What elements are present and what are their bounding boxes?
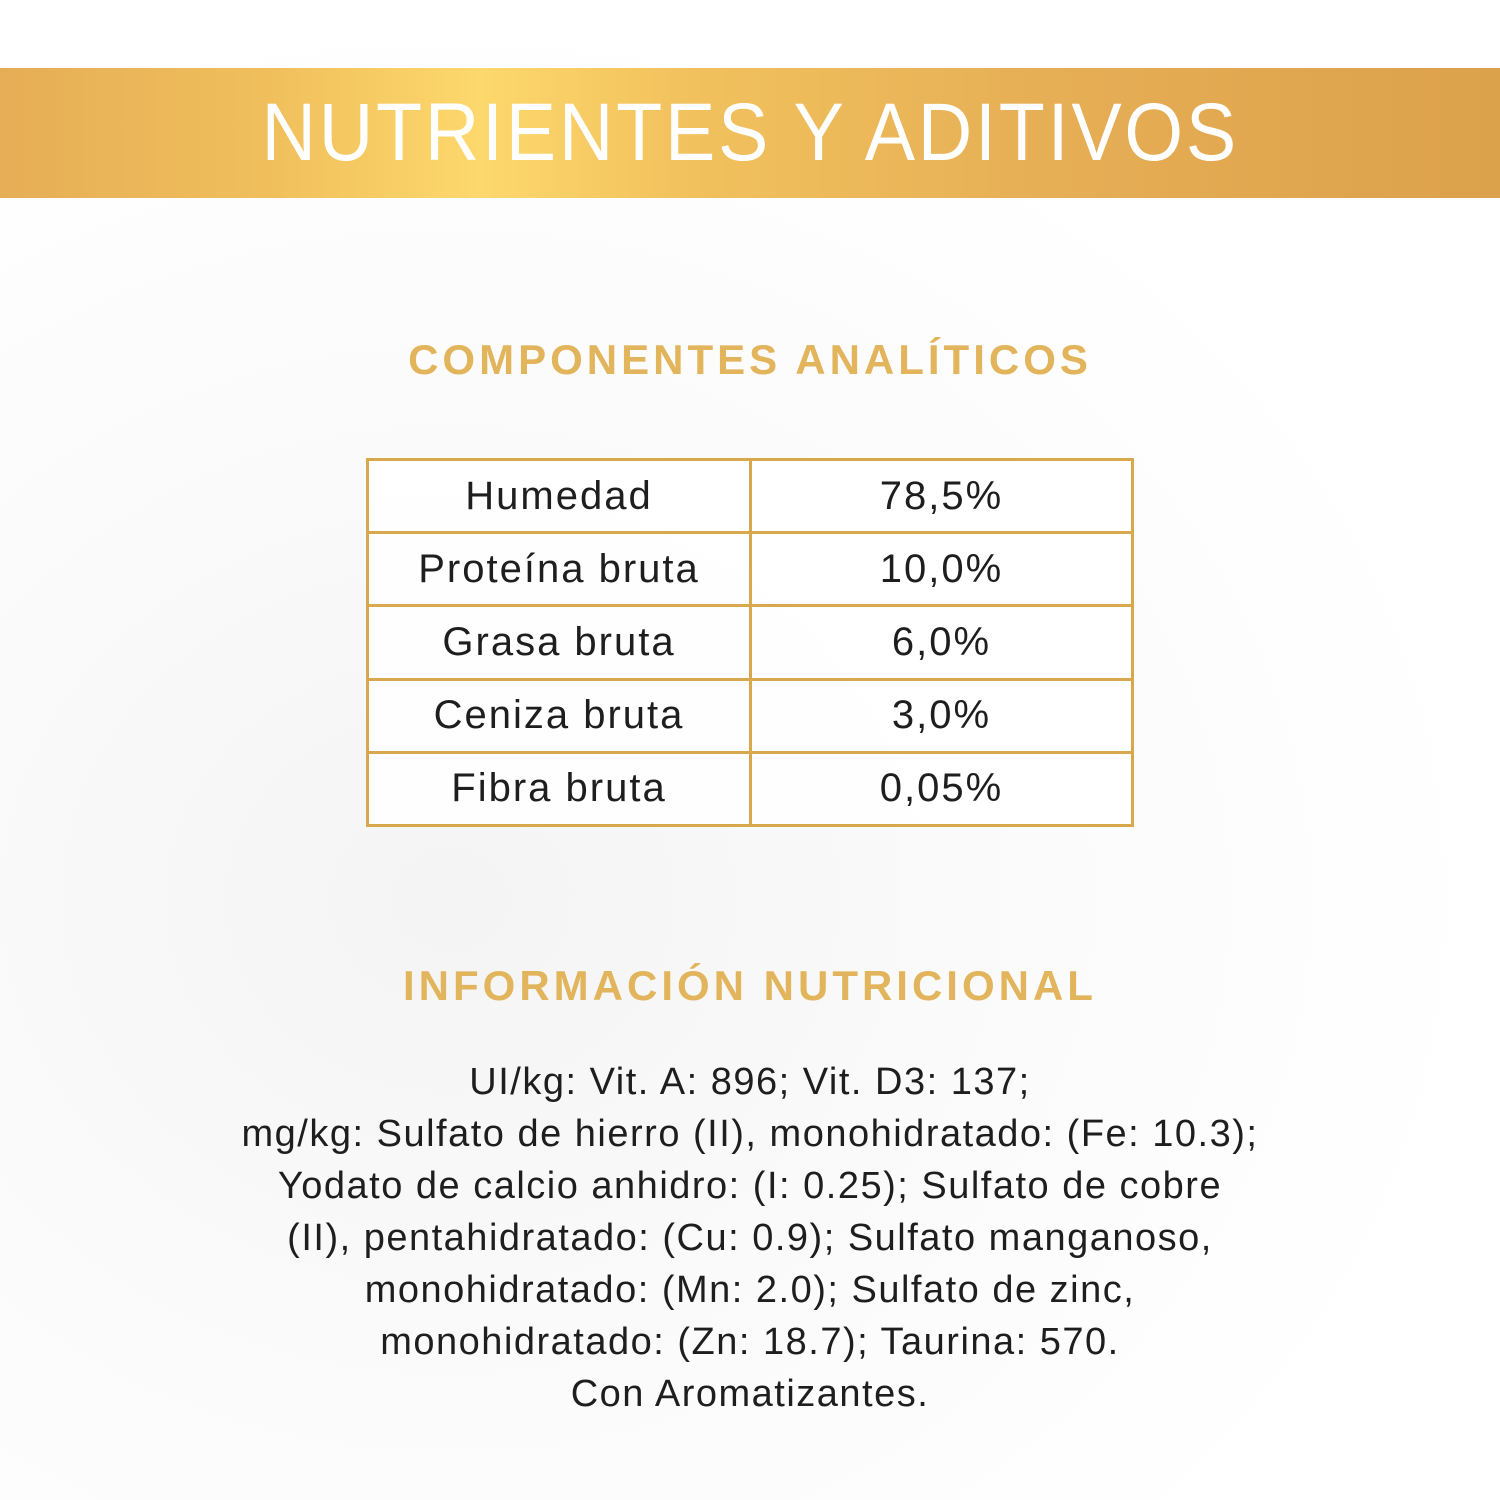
title-banner: NUTRIENTES Y ADITIVOS <box>0 68 1500 198</box>
component-label: Grasa bruta <box>366 604 752 681</box>
component-label: Humedad <box>366 457 752 535</box>
component-value: 6,0% <box>749 604 1134 681</box>
component-value: 78,5% <box>749 457 1134 535</box>
nutritional-info-text: UI/kg: Vit. A: 896; Vit. D3: 137; mg/kg: … <box>0 1056 1500 1420</box>
page-title: NUTRIENTES Y ADITIVOS <box>261 87 1239 178</box>
table-row: Proteína bruta 10,0% <box>366 531 1134 608</box>
nutritional-info-line: monohidratado: (Mn: 2.0); Sulfato de zin… <box>364 1269 1136 1311</box>
nutritional-info-line: (II), pentahidratado: (Cu: 0.9); Sulfato… <box>287 1217 1213 1259</box>
nutritional-info-line: mg/kg: Sulfato de hierro (II), monohidra… <box>241 1113 1259 1155</box>
nutritional-info-heading: INFORMACIÓN NUTRICIONAL <box>403 962 1097 1009</box>
nutritional-info-line: Yodato de calcio anhidro: (I: 0.25); Sul… <box>277 1165 1223 1207</box>
table-row: Ceniza bruta 3,0% <box>366 677 1134 754</box>
analytical-components-table: Humedad 78,5% Proteína bruta 10,0% Grasa bru… <box>366 457 1134 828</box>
table-row: Fibra bruta 0,05% <box>366 750 1134 828</box>
component-label: Ceniza bruta <box>366 677 752 754</box>
component-value: 3,0% <box>749 677 1134 754</box>
nutritional-info-line: Con Aromatizantes. <box>570 1373 930 1415</box>
nutritional-info-line: UI/kg: Vit. A: 896; Vit. D3: 137; <box>469 1061 1031 1103</box>
component-value: 10,0% <box>749 531 1134 608</box>
component-label: Fibra bruta <box>366 750 752 828</box>
component-label: Proteína bruta <box>366 531 752 608</box>
component-value: 0,05% <box>749 750 1134 828</box>
table-row: Grasa bruta 6,0% <box>366 604 1134 681</box>
table-row: Humedad 78,5% <box>366 457 1134 535</box>
nutritional-info-line: monohidratado: (Zn: 18.7); Taurina: 570. <box>380 1321 1120 1363</box>
analytical-components-heading: COMPONENTES ANALÍTICOS <box>408 336 1092 383</box>
